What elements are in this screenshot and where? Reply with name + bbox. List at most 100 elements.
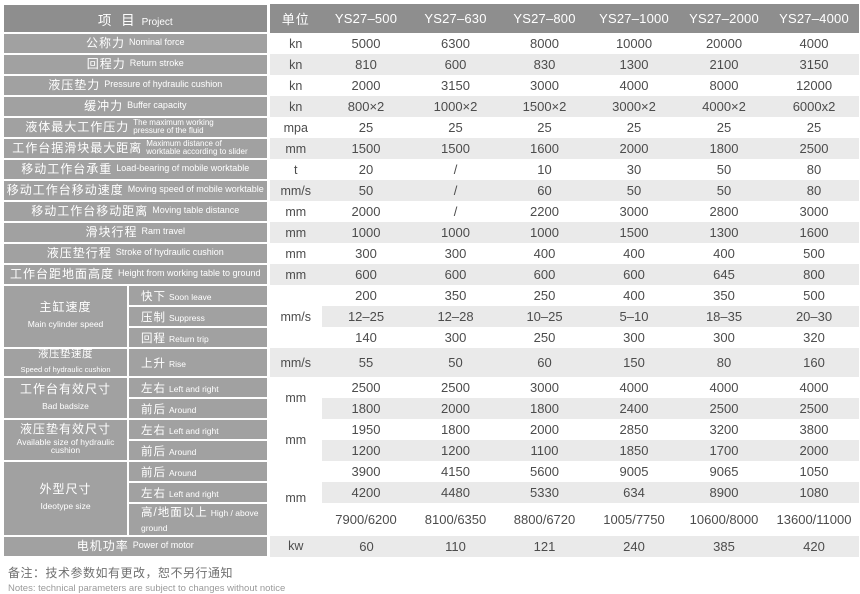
value-cell: 18–35 [679, 306, 770, 327]
value-cell: 55 [322, 348, 412, 378]
value-cell: 10 [500, 159, 590, 180]
value-cell: 2400 [589, 398, 680, 420]
value-cell: 30 [589, 159, 680, 180]
value-cell: 2500 [411, 377, 501, 399]
value-cell: 60 [500, 348, 590, 378]
value-cell: 1100 [500, 440, 590, 462]
table-row: 移动工作台移动速度 Moving speed of mobile worktabl… [1, 179, 860, 202]
table-row: 液压垫速度 Speed of hydraulic cushion 上升 Rise mm/… [2, 346, 860, 379]
group-label-en: Speed of hydraulic cushion [20, 364, 111, 374]
row-label: 滑块行程 Ram travel [1, 221, 270, 244]
value-cell: 20–30 [769, 306, 860, 327]
value-cell: 300 [589, 327, 680, 348]
unit-cell: mm [266, 264, 323, 285]
row-label: 电机功率 Power of motor [1, 534, 270, 558]
model-header-ys27-1000: YS27–1000 [589, 4, 680, 33]
group-label-zh: 主缸速度 [39, 300, 92, 315]
value-cell: 25 [769, 117, 860, 138]
sub-label: 快下 Soon leave [126, 284, 270, 307]
value-cell: 50 [679, 159, 770, 180]
value-cell: 1800 [322, 398, 412, 420]
sub-label: 回程 Return trip [126, 326, 270, 349]
value-cell: 3000 [589, 201, 680, 222]
footer-note: 备注：技术参数如有更改，恕不另行通知 Notes: technical para… [8, 564, 860, 594]
sub-label-zh: 快下 [141, 290, 166, 303]
value-cell: 4200 [322, 482, 412, 504]
row-label: 缓冲力 Buffer capacity [1, 95, 270, 118]
group-label-en: Ideotype size [40, 500, 91, 511]
unit-cell: t [266, 159, 323, 180]
value-cell: 500 [769, 243, 860, 264]
value-cell: 800 [769, 264, 860, 285]
project-header: 项 目 Project [1, 3, 270, 34]
value-cell: 250 [500, 327, 590, 348]
row-label: 移动工作台承重 Load-bearing of mobile worktable [1, 158, 270, 181]
value-cell: 600 [411, 264, 501, 285]
model-header-ys27-800: YS27–800 [500, 4, 590, 33]
row-label-zh: 移动工作台移动速度 [6, 183, 124, 198]
row-label: 回程力 Return stroke [1, 53, 270, 76]
group-label-zh: 工作台有效尺寸 [19, 382, 111, 396]
value-cell: 1500×2 [500, 96, 590, 117]
value-cell: 2000 [589, 138, 680, 159]
sub-label-zh: 左右 [141, 488, 166, 501]
value-cell: 1800 [679, 138, 770, 159]
value-cell: 60 [500, 180, 590, 201]
value-cell: 6300 [411, 33, 501, 54]
value-cell: 20000 [679, 33, 770, 54]
group-label: 外型尺寸 Ideotype size [2, 460, 129, 537]
row-label-zh: 液体最大工作压力 [25, 120, 130, 135]
unit-cell: kn [266, 96, 323, 117]
row-label-en: Buffer capacity [127, 100, 187, 111]
table-row: 液体最大工作压力 The maximum working pressure of … [1, 116, 860, 139]
value-cell: 2000 [411, 398, 501, 420]
value-cell: 1300 [679, 222, 770, 243]
unit-cell: mm [266, 377, 323, 420]
sub-label-zh: 回程 [141, 332, 166, 345]
row-label-zh: 缓冲力 [84, 99, 124, 114]
group-label-zh: 外型尺寸 [39, 482, 92, 497]
table-row: 移动工作台承重 Load-bearing of mobile worktable t… [1, 158, 860, 181]
sub-label-en: Around [169, 468, 197, 479]
value-cell: 2000 [322, 201, 412, 222]
value-cell: 2500 [679, 398, 770, 420]
value-cell: 1300 [589, 54, 680, 75]
value-cell: 160 [769, 348, 860, 378]
value-cell: 12–25 [322, 306, 412, 327]
value-cell: 1005/7750 [589, 503, 680, 536]
value-cell: 5600 [500, 461, 590, 483]
sub-label-en: Soon leave [169, 291, 212, 302]
value-cell: 10600/8000 [679, 503, 770, 536]
value-cell: 50 [589, 180, 680, 201]
group-label-zh: 液压垫有效尺寸 [19, 421, 111, 436]
sub-label-zh: 压制 [141, 311, 166, 324]
value-cell: 150 [589, 348, 680, 378]
value-cell: 25 [500, 117, 590, 138]
sub-label-zh: 前后 [141, 467, 166, 480]
value-cell: 140 [322, 327, 412, 348]
row-label-en: Load-bearing of mobile worktable [116, 163, 250, 174]
sub-label-en: Left and right [169, 489, 219, 500]
row-label: 公称力 Nominal force [1, 32, 270, 55]
value-cell: 4000 [679, 377, 770, 399]
value-cell: 110 [411, 535, 501, 557]
value-cell: / [411, 159, 501, 180]
table-row: 工作台据滑块最大距离 Maximum distance of worktable … [1, 137, 860, 160]
project-header-zh: 项 目 [97, 12, 138, 28]
value-cell: 240 [589, 535, 680, 557]
table-row: 高/地面以上 High / above ground 7900/6200 8100/6… [3, 502, 860, 537]
row-label-en: Return stroke [129, 58, 184, 69]
model-header-ys27-500: YS27–500 [322, 4, 412, 33]
value-cell: 10000 [589, 33, 680, 54]
value-cell: 25 [322, 117, 412, 138]
value-cell: 1200 [322, 440, 412, 462]
table-row: 工作台有效尺寸 Bad badsize 左右 Left and right mm 2500… [2, 376, 860, 421]
value-cell: 1850 [589, 440, 680, 462]
value-cell: 500 [769, 285, 860, 306]
value-cell: 12–28 [411, 306, 501, 327]
value-cell: 4150 [411, 461, 501, 483]
table-row: 液压垫有效尺寸 Available size of hydraulic cushi… [2, 418, 860, 463]
value-cell: 385 [679, 535, 770, 557]
table-row: 前后 Around 1200 1200 1100 1850 1700 2000 [3, 439, 860, 463]
group-label-en: Bad badsize [42, 400, 89, 411]
